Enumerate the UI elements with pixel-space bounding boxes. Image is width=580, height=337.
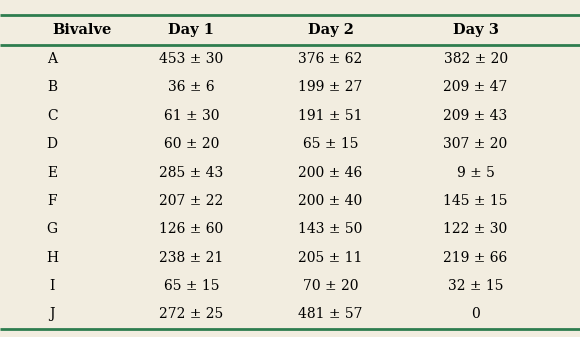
Text: 382 ± 20: 382 ± 20 — [444, 52, 508, 66]
Text: E: E — [47, 165, 57, 180]
Text: 205 ± 11: 205 ± 11 — [299, 251, 362, 265]
Text: G: G — [46, 222, 58, 236]
Text: 209 ± 47: 209 ± 47 — [444, 81, 508, 94]
Text: 481 ± 57: 481 ± 57 — [298, 307, 363, 321]
Text: 143 ± 50: 143 ± 50 — [299, 222, 362, 236]
Text: 70 ± 20: 70 ± 20 — [303, 279, 358, 293]
Text: B: B — [47, 81, 57, 94]
Text: 61 ± 30: 61 ± 30 — [164, 109, 219, 123]
Text: 285 ± 43: 285 ± 43 — [160, 165, 223, 180]
Text: Day 2: Day 2 — [307, 23, 354, 37]
Text: 376 ± 62: 376 ± 62 — [299, 52, 362, 66]
Text: Day 1: Day 1 — [168, 23, 215, 37]
Text: 200 ± 40: 200 ± 40 — [299, 194, 362, 208]
Text: 199 ± 27: 199 ± 27 — [299, 81, 362, 94]
Text: 126 ± 60: 126 ± 60 — [160, 222, 223, 236]
Text: 36 ± 6: 36 ± 6 — [168, 81, 215, 94]
Text: 191 ± 51: 191 ± 51 — [298, 109, 363, 123]
Text: Day 3: Day 3 — [452, 23, 499, 37]
Text: I: I — [49, 279, 55, 293]
Text: 60 ± 20: 60 ± 20 — [164, 137, 219, 151]
Text: 122 ± 30: 122 ± 30 — [444, 222, 508, 236]
Text: 272 ± 25: 272 ± 25 — [160, 307, 223, 321]
Text: 238 ± 21: 238 ± 21 — [160, 251, 223, 265]
Text: H: H — [46, 251, 58, 265]
Text: 207 ± 22: 207 ± 22 — [160, 194, 223, 208]
Text: 209 ± 43: 209 ± 43 — [444, 109, 508, 123]
Text: 65 ± 15: 65 ± 15 — [303, 137, 358, 151]
Text: Bivalve: Bivalve — [52, 23, 111, 37]
Text: 453 ± 30: 453 ± 30 — [160, 52, 223, 66]
Text: 200 ± 46: 200 ± 46 — [299, 165, 362, 180]
Text: 219 ± 66: 219 ± 66 — [444, 251, 508, 265]
Text: 9 ± 5: 9 ± 5 — [456, 165, 495, 180]
Text: J: J — [49, 307, 55, 321]
Text: D: D — [47, 137, 57, 151]
Text: C: C — [47, 109, 57, 123]
Text: A: A — [47, 52, 57, 66]
Text: 145 ± 15: 145 ± 15 — [443, 194, 508, 208]
Text: F: F — [48, 194, 57, 208]
Text: 65 ± 15: 65 ± 15 — [164, 279, 219, 293]
Text: 307 ± 20: 307 ± 20 — [444, 137, 508, 151]
Text: 32 ± 15: 32 ± 15 — [448, 279, 503, 293]
Text: 0: 0 — [471, 307, 480, 321]
